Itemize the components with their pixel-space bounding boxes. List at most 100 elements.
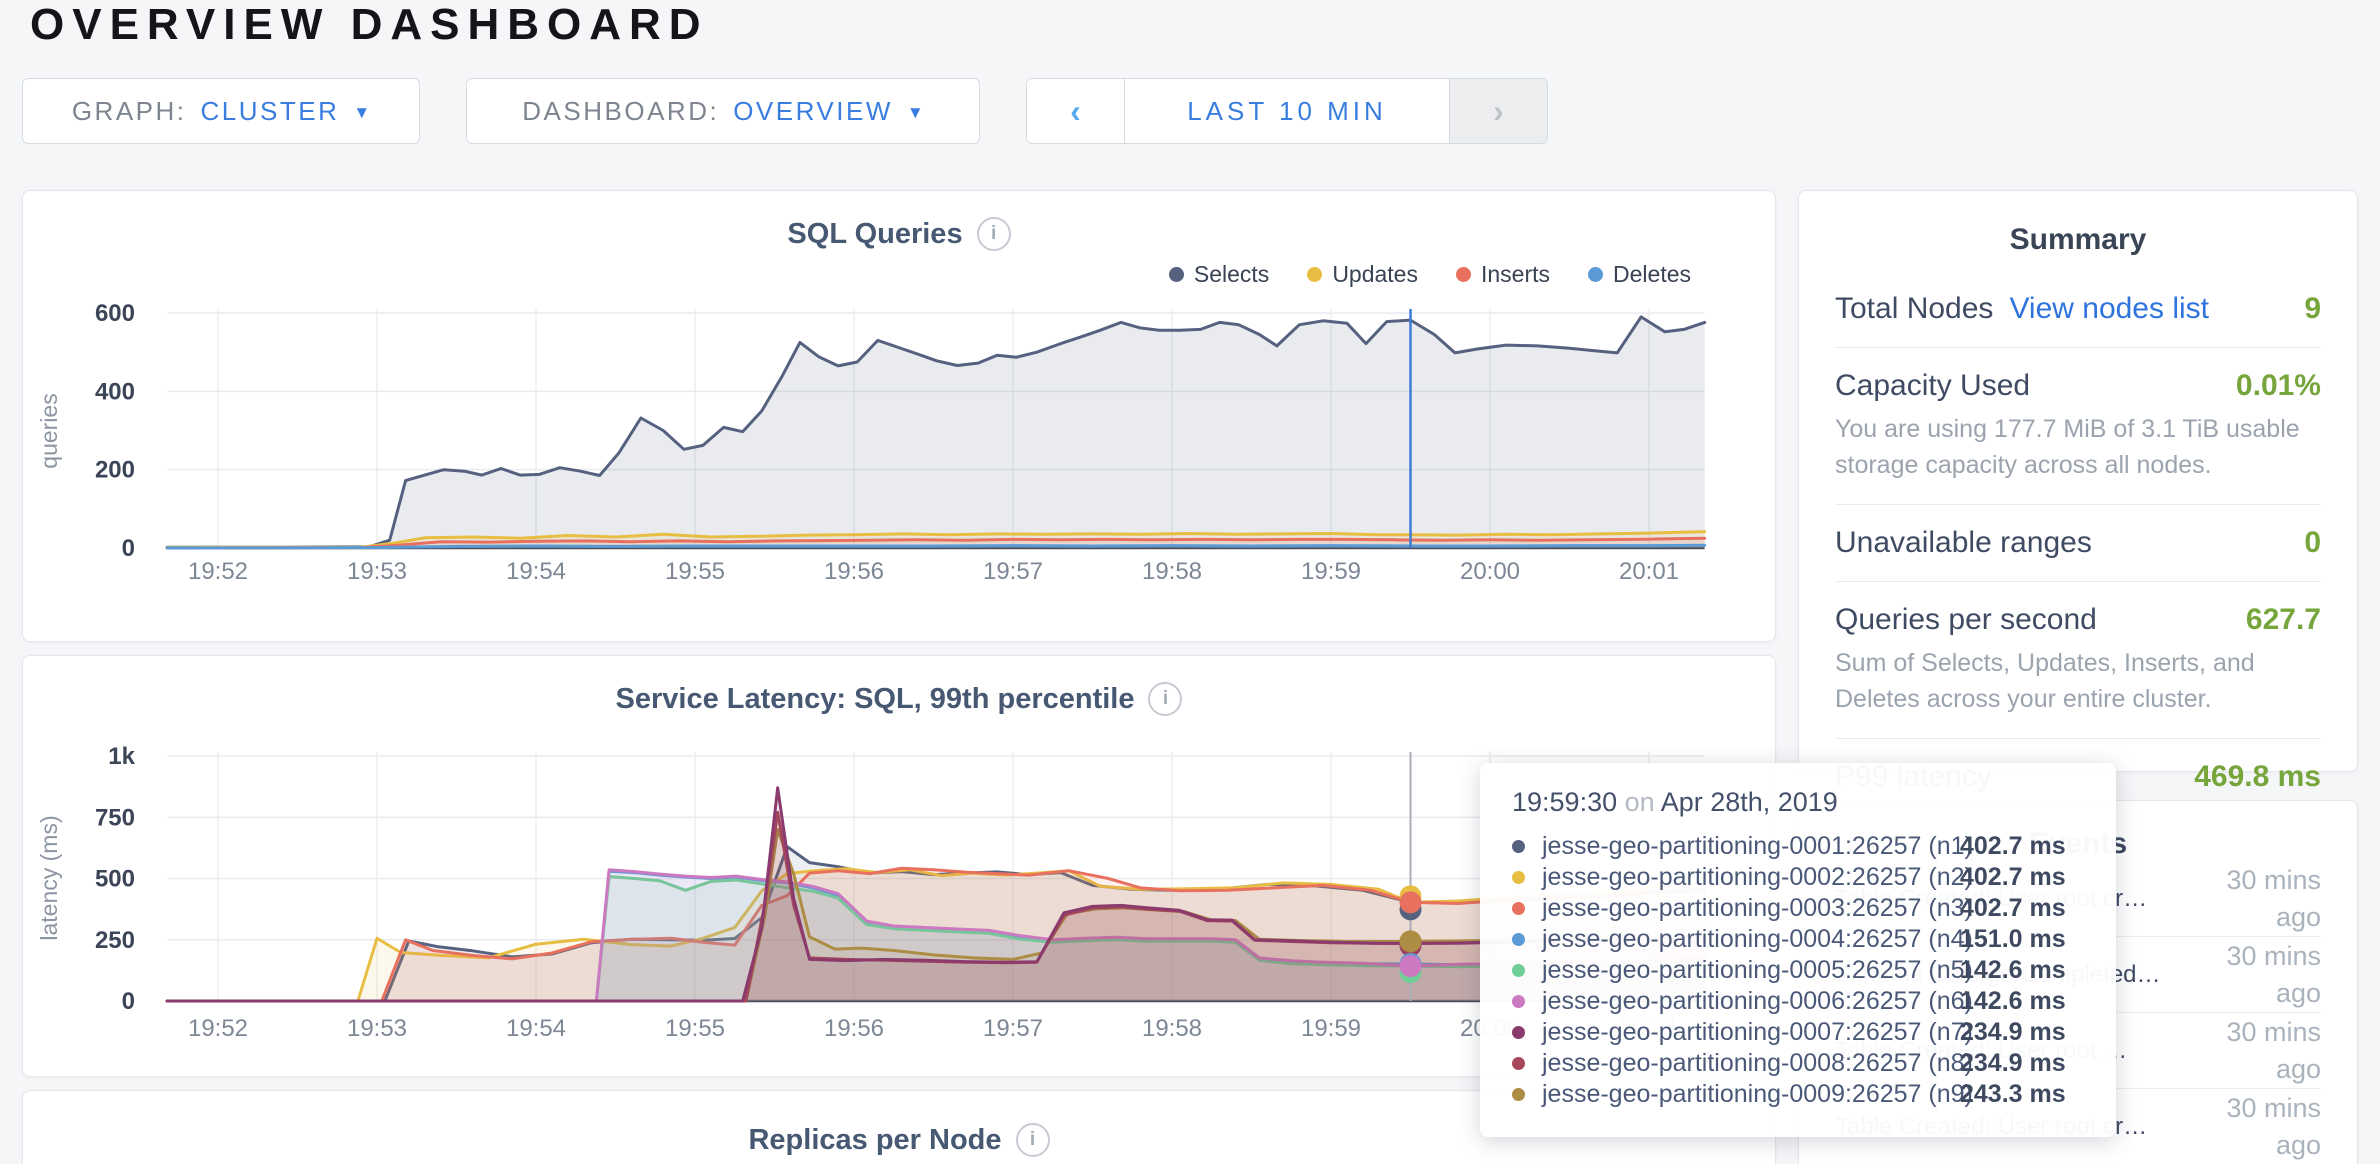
- dashboard-dropdown[interactable]: DASHBOARD: OVERVIEW ▼: [466, 78, 980, 144]
- svg-text:19:55: 19:55: [665, 1015, 725, 1042]
- summary-panel: Summary Total Nodes View nodes list 9 Ca…: [1798, 190, 2358, 793]
- info-icon[interactable]: i: [1015, 1123, 1050, 1157]
- service-latency-chart[interactable]: 19:52 19:53 19:54 19:55 19:56 19:57 19:58 19:59…: [23, 656, 1775, 1076]
- svg-text:19:59: 19:59: [1301, 1015, 1361, 1042]
- tooltip-node-rows: jesse-geo-partitioning-0001:26257 (n1) 40…: [1512, 831, 2084, 1110]
- tooltip-node-row: jesse-geo-partitioning-0004:26257 (n4) 15…: [1512, 924, 2084, 955]
- page-title: OVERVIEW DASHBOARD: [30, 0, 709, 49]
- graph-dropdown[interactable]: GRAPH: CLUSTER ▼: [22, 78, 420, 144]
- svg-text:600: 600: [95, 300, 135, 327]
- node-color-dot-icon: [1512, 933, 1525, 946]
- tooltip-node-value: 142.6 ms: [1960, 987, 2066, 1015]
- tooltip-node-row: jesse-geo-partitioning-0003:26257 (n3) 40…: [1512, 893, 2084, 924]
- legend-label: Updates: [1332, 261, 1418, 287]
- tooltip-node-value: 234.9 ms: [1960, 1049, 2066, 1077]
- time-next-button[interactable]: ›: [1449, 79, 1547, 143]
- tooltip-node-value: 142.6 ms: [1960, 956, 2066, 984]
- unavailable-ranges-value: 0: [2304, 526, 2321, 559]
- info-icon[interactable]: i: [1148, 682, 1183, 716]
- time-window-label[interactable]: LAST 10 MIN: [1187, 95, 1387, 126]
- latency-tooltip: 19:59:30 on Apr 28th, 2019 jesse-geo-par…: [1480, 763, 2116, 1137]
- svg-text:0: 0: [122, 988, 135, 1015]
- svg-text:19:57: 19:57: [983, 1015, 1043, 1042]
- tooltip-node-name: jesse-geo-partitioning-0009:26257 (n9): [1542, 1080, 1973, 1108]
- node-color-dot-icon: [1512, 1088, 1525, 1101]
- dashboard-dropdown-value: OVERVIEW: [733, 95, 893, 126]
- tooltip-node-name: jesse-geo-partitioning-0003:26257 (n3): [1542, 894, 1973, 922]
- sql-queries-legend: Selects Updates Inserts Deletes: [1168, 261, 1691, 288]
- svg-text:19:52: 19:52: [188, 1015, 248, 1042]
- event-timestamp: 30 mins ago: [2226, 1093, 2321, 1160]
- svg-text:1k: 1k: [108, 743, 135, 770]
- svg-text:19:54: 19:54: [506, 1015, 566, 1042]
- tooltip-node-name: jesse-geo-partitioning-0004:26257 (n4): [1542, 925, 1973, 953]
- svg-text:500: 500: [95, 866, 135, 893]
- svg-text:19:56: 19:56: [824, 558, 884, 585]
- svg-text:19:55: 19:55: [665, 558, 725, 585]
- svg-text:250: 250: [95, 927, 135, 954]
- tooltip-time: 19:59:30: [1512, 787, 1618, 817]
- svg-text:19:53: 19:53: [347, 1015, 407, 1042]
- node-color-dot-icon: [1512, 964, 1525, 977]
- legend-item[interactable]: Deletes: [1588, 261, 1691, 288]
- tooltip-node-name: jesse-geo-partitioning-0007:26257 (n7): [1542, 1018, 1973, 1046]
- tooltip-node-row: jesse-geo-partitioning-0001:26257 (n1) 40…: [1512, 831, 2084, 862]
- svg-text:19:53: 19:53: [347, 558, 407, 585]
- total-nodes-value: 9: [2304, 292, 2321, 325]
- tooltip-node-value: 234.9 ms: [1960, 1018, 2066, 1046]
- service-latency-header: Service Latency: SQL, 99th percentile i: [23, 682, 1775, 716]
- summary-row-qps: Queries per second 627.7 Sum of Selects,…: [1835, 582, 2321, 739]
- event-timestamp: 30 mins ago: [2226, 1017, 2321, 1084]
- node-color-dot-icon: [1512, 902, 1525, 915]
- legend-dot-icon: [1307, 267, 1323, 282]
- svg-text:latency (ms): latency (ms): [36, 815, 62, 940]
- info-icon[interactable]: i: [976, 217, 1011, 251]
- svg-text:19:54: 19:54: [506, 558, 566, 585]
- legend-item[interactable]: Updates: [1307, 261, 1418, 288]
- view-nodes-list-link[interactable]: View nodes list: [2009, 292, 2209, 325]
- tooltip-node-row: jesse-geo-partitioning-0006:26257 (n6) 14…: [1512, 986, 2084, 1017]
- svg-text:queries: queries: [36, 393, 62, 468]
- legend-label: Deletes: [1613, 261, 1691, 287]
- replicas-per-node-title: Replicas per Node: [748, 1123, 1002, 1156]
- qps-value: 627.7: [2245, 603, 2321, 636]
- svg-text:19:56: 19:56: [824, 1015, 884, 1042]
- svg-text:20:00: 20:00: [1460, 558, 1520, 585]
- svg-text:19:58: 19:58: [1142, 1015, 1202, 1042]
- node-color-dot-icon: [1512, 840, 1525, 853]
- event-timestamp: 30 mins ago: [2226, 941, 2321, 1008]
- tooltip-node-name: jesse-geo-partitioning-0001:26257 (n1): [1542, 832, 1973, 860]
- legend-dot-icon: [1455, 267, 1471, 282]
- event-timestamp: 30 mins ago: [2226, 865, 2321, 932]
- sql-queries-title: SQL Queries: [787, 217, 963, 250]
- node-color-dot-icon: [1512, 1026, 1525, 1039]
- svg-text:200: 200: [95, 457, 135, 484]
- dashboard-dropdown-label: DASHBOARD:: [522, 95, 720, 126]
- capacity-used-value: 0.01%: [2235, 369, 2321, 402]
- capacity-used-label: Capacity Used: [1835, 369, 2031, 402]
- tooltip-node-value: 402.7 ms: [1960, 894, 2066, 922]
- tooltip-node-name: jesse-geo-partitioning-0002:26257 (n2): [1542, 863, 1973, 891]
- legend-item[interactable]: Selects: [1168, 261, 1269, 288]
- chevron-down-icon: ▼: [906, 102, 924, 122]
- total-nodes-label: Total Nodes: [1835, 292, 1994, 325]
- time-prev-button[interactable]: ‹: [1027, 79, 1125, 143]
- service-latency-card: Service Latency: SQL, 99th percentile i …: [22, 655, 1776, 1077]
- sql-queries-card: SQL Queries i Selects Updates Inserts Delet…: [22, 190, 1776, 642]
- legend-item[interactable]: Inserts: [1455, 261, 1550, 288]
- svg-text:400: 400: [95, 378, 135, 405]
- node-color-dot-icon: [1512, 1057, 1525, 1070]
- tooltip-timestamp: 19:59:30 on Apr 28th, 2019: [1512, 787, 2084, 818]
- svg-text:19:58: 19:58: [1142, 558, 1202, 585]
- svg-text:19:52: 19:52: [188, 558, 248, 585]
- tooltip-node-value: 151.0 ms: [1960, 925, 2066, 953]
- tooltip-node-value: 402.7 ms: [1960, 863, 2066, 891]
- tooltip-date: Apr 28th, 2019: [1660, 787, 1838, 817]
- sql-queries-chart[interactable]: 19:52 19:53 19:54 19:55 19:56 19:57 19:58 19:59…: [23, 191, 1775, 641]
- time-window-selector: ‹ LAST 10 MIN ›: [1026, 78, 1548, 144]
- tooltip-node-name: jesse-geo-partitioning-0005:26257 (n5): [1542, 956, 1973, 984]
- tooltip-node-row: jesse-geo-partitioning-0009:26257 (n9) 24…: [1512, 1079, 2084, 1110]
- svg-text:19:59: 19:59: [1301, 558, 1361, 585]
- node-color-dot-icon: [1512, 995, 1525, 1008]
